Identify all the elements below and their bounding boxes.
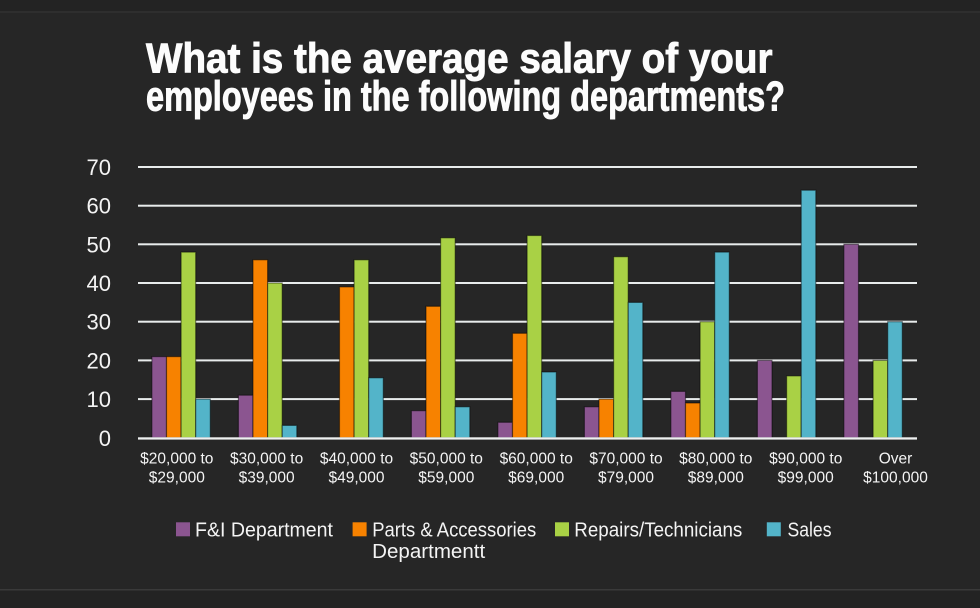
svg-text:$79,000: $79,000 <box>598 469 654 486</box>
svg-text:60: 60 <box>87 194 111 219</box>
svg-text:$20,000 to: $20,000 to <box>140 450 213 467</box>
svg-text:30: 30 <box>87 310 111 335</box>
svg-text:$70,000 to: $70,000 to <box>589 450 662 467</box>
svg-text:employees in the following dep: employees in the following departments? <box>146 73 785 120</box>
svg-text:20: 20 <box>87 348 111 373</box>
svg-text:$80,000 to: $80,000 to <box>679 450 752 467</box>
svg-text:$100,000: $100,000 <box>863 469 928 486</box>
svg-text:$39,000: $39,000 <box>239 469 295 486</box>
svg-text:$90,000 to: $90,000 to <box>769 450 842 467</box>
svg-text:$60,000 to: $60,000 to <box>500 450 573 467</box>
svg-text:10: 10 <box>87 387 111 412</box>
svg-text:$30,000 to: $30,000 to <box>230 450 303 467</box>
svg-text:50: 50 <box>87 232 111 257</box>
svg-text:$49,000: $49,000 <box>328 469 384 486</box>
svg-text:$99,000: $99,000 <box>778 469 834 486</box>
svg-text:F&I Department: F&I Department <box>195 519 333 541</box>
svg-text:Parts & Accessories: Parts & Accessories <box>372 519 536 541</box>
svg-text:$69,000: $69,000 <box>508 469 564 486</box>
svg-text:$89,000: $89,000 <box>688 469 744 486</box>
svg-text:70: 70 <box>87 155 111 180</box>
svg-text:Repairs/Technicians: Repairs/Technicians <box>574 519 742 541</box>
svg-text:0: 0 <box>99 426 111 451</box>
svg-text:Departmentt: Departmentt <box>372 541 485 563</box>
svg-text:$40,000 to: $40,000 to <box>320 450 393 467</box>
svg-text:$50,000 to: $50,000 to <box>410 450 483 467</box>
svg-text:What is the average salary of: What is the average salary of your <box>146 35 773 82</box>
svg-text:Over: Over <box>879 450 913 467</box>
svg-text:$59,000: $59,000 <box>418 469 474 486</box>
svg-text:40: 40 <box>87 271 111 296</box>
svg-text:Sales: Sales <box>788 519 832 541</box>
svg-text:$29,000: $29,000 <box>149 469 205 486</box>
